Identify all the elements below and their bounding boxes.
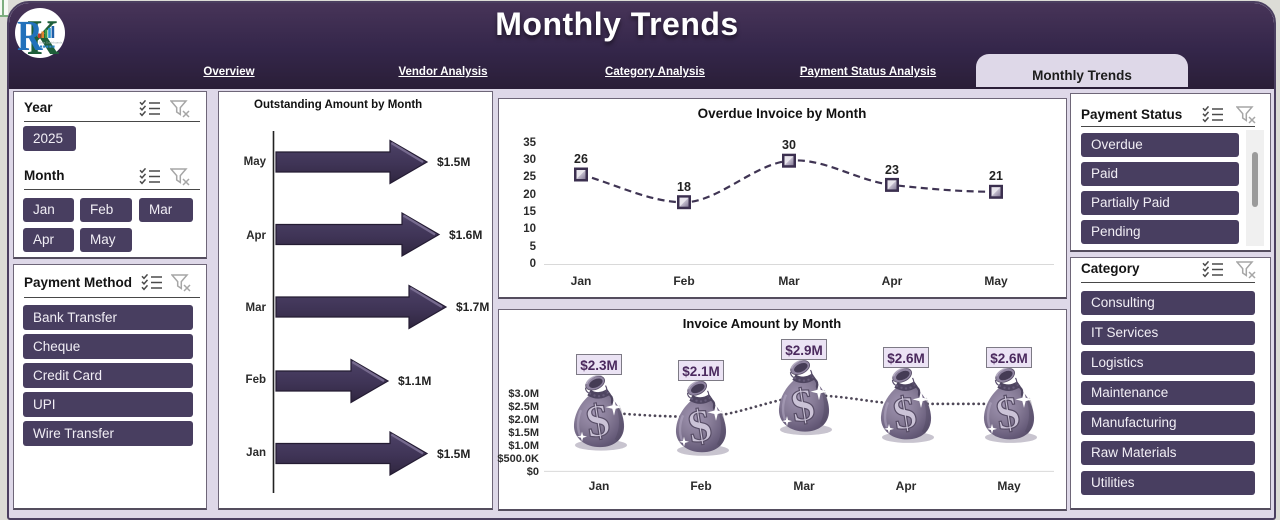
svg-text:Data Dashboards: Data Dashboards: [39, 41, 63, 45]
